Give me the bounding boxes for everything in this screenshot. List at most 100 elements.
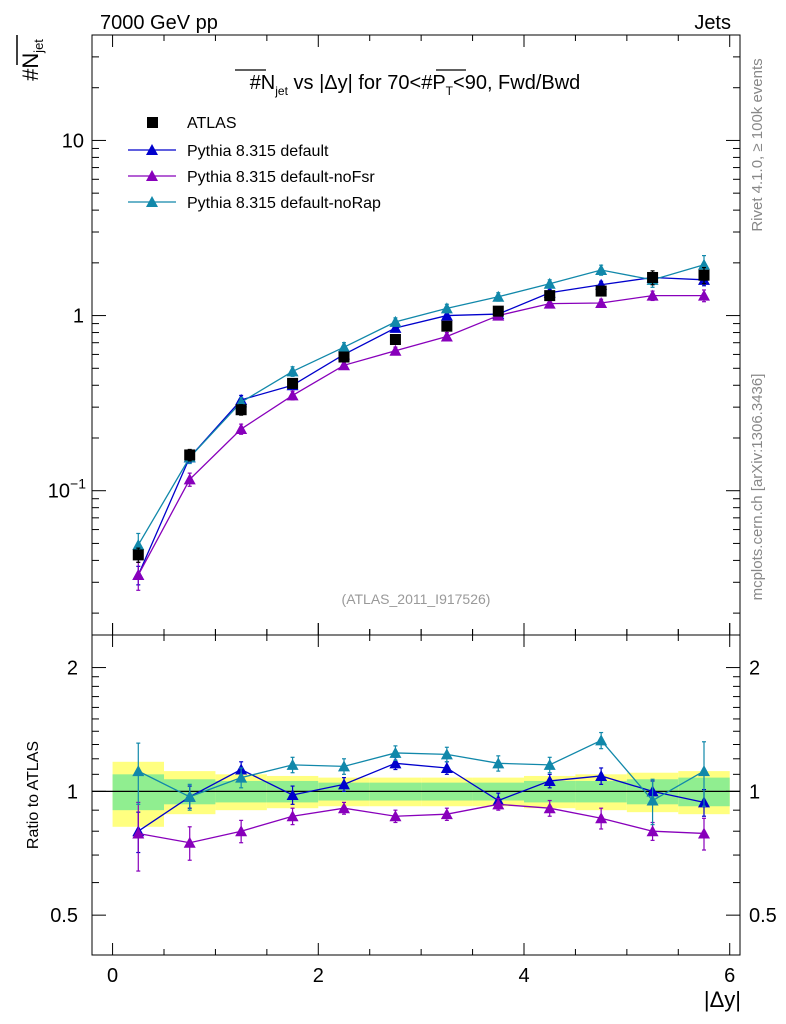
atlas-point <box>647 271 659 283</box>
x-tick-label: 6 <box>724 965 735 987</box>
series-point-1 <box>235 423 248 435</box>
ratio-point-2 <box>646 794 659 806</box>
ratio-point-2 <box>286 758 299 770</box>
legend-marker-atlas <box>147 117 158 128</box>
header-left: 7000 GeV pp <box>100 12 218 34</box>
ratio-point-0 <box>338 778 350 790</box>
y-tick-label: 10 <box>62 130 84 152</box>
ratio-point-1 <box>132 827 145 839</box>
ratio-point-2 <box>543 758 556 770</box>
series-point-2 <box>492 290 505 302</box>
ratio-point-0 <box>389 757 402 769</box>
atlas-point <box>287 377 299 389</box>
y-axis-label: #Njet <box>16 35 46 81</box>
ratio-line-1 <box>138 803 705 844</box>
ratio-y-tick-label-left: 2 <box>67 658 78 680</box>
title-end: <90, Fwd/Bwd <box>453 72 580 94</box>
ratio-point-1 <box>183 836 196 848</box>
series-point-2 <box>440 302 453 314</box>
series-point-2 <box>389 315 402 327</box>
header-right: Jets <box>694 12 731 34</box>
series-point-1 <box>646 289 659 301</box>
series-point-1 <box>595 296 608 308</box>
legend-label-nofsr: Pythia 8.315 default-noFsr <box>187 169 375 186</box>
series-point-0 <box>440 309 453 321</box>
legend-label-default: Pythia 8.315 default <box>187 143 329 160</box>
series-point-0 <box>389 321 402 333</box>
y-tick-label: 10−1 <box>48 476 86 503</box>
legend-marker-nofsr <box>146 170 158 181</box>
ratio-point-1 <box>595 812 608 824</box>
atlas-point <box>595 285 607 297</box>
series-point-1 <box>338 359 350 371</box>
plot-title: #Njet vs |Δy| for 70<#PT<90, Fwd/Bwd <box>250 72 581 98</box>
legend: ATLAS Pythia 8.315 default Pythia 8.315 … <box>128 115 381 212</box>
analysis-tag: (ATLAS_2011_I917526) <box>342 591 491 607</box>
y-tick-label: 1 <box>73 306 84 328</box>
ratio-point-1 <box>235 825 248 837</box>
legend-label-norap: Pythia 8.315 default-noRap <box>187 195 381 212</box>
series-line-0 <box>137 276 705 576</box>
y-axis-label-sub: jet <box>31 39 46 54</box>
atlas-point <box>441 320 453 332</box>
ratio-point-2 <box>389 746 402 758</box>
ratio-point-2 <box>338 760 350 772</box>
series-point-1 <box>286 389 299 401</box>
y-tick-label-base: 1 <box>73 306 84 328</box>
ratio-point-0 <box>595 769 608 781</box>
title-n-sub: jet <box>274 84 288 98</box>
x-axis-label: |Δy| <box>704 987 741 1012</box>
atlas-point <box>132 549 144 561</box>
y-tick-label-exp: −1 <box>70 476 86 492</box>
series-line-1 <box>137 294 704 576</box>
series-point-1 <box>389 344 402 356</box>
series-point-1 <box>543 297 556 309</box>
ratio-line-2 <box>137 739 705 802</box>
series-point-1 <box>183 473 196 485</box>
atlas-point <box>338 351 350 363</box>
series-line-2 <box>137 264 705 546</box>
series-point-1 <box>698 289 710 301</box>
y-tick-label-base: 10 <box>48 481 70 503</box>
ratio-y-tick-label-left: 1 <box>67 781 78 803</box>
legend-label-atlas: ATLAS <box>187 115 237 132</box>
ratio-line-0 <box>137 762 705 832</box>
y-axis-label-main: #N <box>18 53 43 81</box>
y-tick-label-base: 10 <box>62 130 84 152</box>
ratio-y-tick-label-right: 1 <box>749 781 760 803</box>
title-n-main: #N <box>250 72 276 94</box>
ratio-point-2 <box>440 748 453 760</box>
atlas-point <box>544 290 556 302</box>
x-tick-label: 4 <box>518 965 529 987</box>
legend-marker-default <box>146 144 158 155</box>
ratio-point-2 <box>183 790 196 802</box>
x-tick-label: 2 <box>313 965 324 987</box>
ratio-plot-frame <box>91 634 741 956</box>
ratio-point-1 <box>492 798 505 810</box>
rivet-version-label: Rivet 4.1.0, ≥ 100k events <box>749 58 766 231</box>
atlas-point <box>235 404 247 416</box>
ratio-y-axis-label: Ratio to ATLAS <box>25 741 42 849</box>
series-point-2 <box>132 538 145 550</box>
x-tick-label: 0 <box>107 965 118 987</box>
ratio-point-2 <box>595 734 608 746</box>
ratio-point-0 <box>440 761 453 773</box>
title-p-sub: T <box>446 84 454 98</box>
ratio-y-tick-label-left: 0.5 <box>50 905 78 927</box>
ratio-point-1 <box>440 808 453 820</box>
main-series <box>132 255 710 591</box>
series-point-1 <box>132 569 145 581</box>
legend-marker-norap <box>146 196 158 207</box>
ratio-point-1 <box>389 810 402 822</box>
ratio-series <box>132 731 710 872</box>
ratio-y-tick-label-right: 2 <box>749 658 760 680</box>
ratio-point-0 <box>286 788 299 800</box>
mcplots-label: mcplots.cern.ch [arXiv:1306.3436] <box>749 374 766 601</box>
atlas-point <box>184 449 196 461</box>
svg-text:#Njet: #Njet <box>18 39 46 81</box>
ratio-point-1 <box>698 827 710 839</box>
atlas-point <box>698 269 710 281</box>
ratio-point-2 <box>492 757 505 769</box>
title-mid: vs |Δy| for 70<#P <box>288 72 446 94</box>
